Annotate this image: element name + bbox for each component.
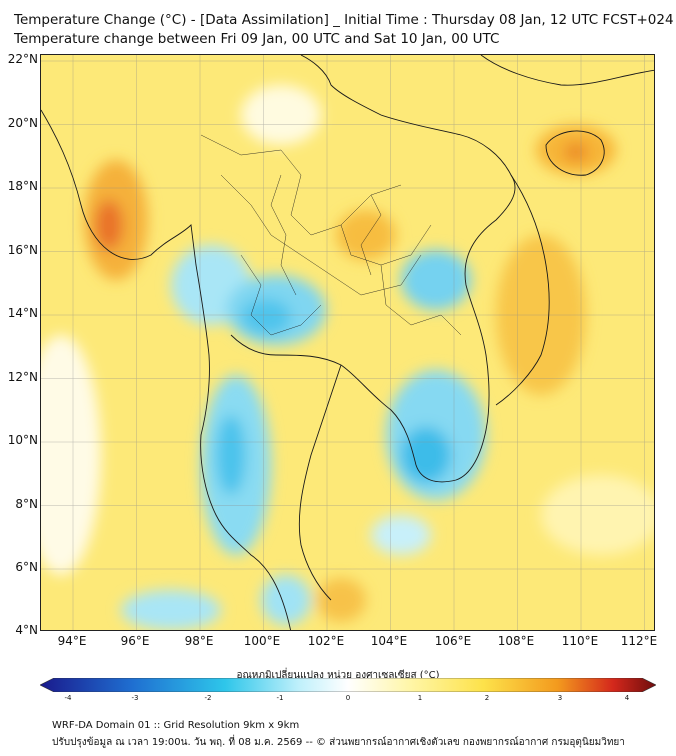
colorbar-tick: -3 <box>131 694 139 702</box>
cool-area-south-west <box>121 590 221 630</box>
cool-area-gulf <box>371 515 431 555</box>
cold-core-peninsula <box>216 415 246 495</box>
colorbar-tick: 1 <box>417 694 423 702</box>
lat-label-16: 16°N <box>7 243 38 257</box>
border-d <box>270 174 297 296</box>
lon-label-100: 100°E <box>243 634 281 648</box>
lat-label-8: 8°N <box>15 497 38 511</box>
lon-label-112: 112°E <box>620 634 658 648</box>
lat-label-14: 14°N <box>7 306 38 320</box>
coastlines <box>41 55 654 630</box>
lat-label-4: 4°N <box>15 623 38 637</box>
hot-core-hainan <box>564 143 588 161</box>
warm-area-gulf-south <box>316 578 366 622</box>
lon-label-110: 110°E <box>561 634 599 648</box>
coastline-gulf <box>298 364 342 601</box>
cold-core-central <box>241 299 291 335</box>
cold-core-cambodia <box>401 427 451 483</box>
footer-update-info: ปรับปรุงข้อมูล ณ เวลา 19:00น. วัน พฤ. ที… <box>52 737 625 748</box>
hot-core-myanmar <box>95 200 123 250</box>
temperature-field <box>41 85 654 630</box>
lat-label-6: 6°N <box>15 560 38 574</box>
coastline-vietnam <box>495 174 550 406</box>
island-hainan <box>545 130 605 176</box>
lon-label-94: 94°E <box>57 634 87 648</box>
map-canvas <box>41 55 654 630</box>
colorbar-fill <box>40 678 656 692</box>
light-area-sea <box>541 475 654 555</box>
cool-area-laos <box>401 250 471 310</box>
lon-label-104: 104°E <box>370 634 408 648</box>
warm-area-isan <box>336 210 396 260</box>
map-title-line2: Temperature change between Fri 09 Jan, 0… <box>14 31 500 47</box>
lon-label-96: 96°E <box>120 634 150 648</box>
map-title-line1: Temperature Change (°C) - [Data Assimila… <box>14 12 674 28</box>
lon-label-98: 98°E <box>184 634 214 648</box>
lat-label-12: 12°N <box>7 370 38 384</box>
graticule <box>41 55 654 630</box>
coastline-china <box>480 55 654 86</box>
light-area-andaman <box>41 335 101 575</box>
lon-label-106: 106°E <box>434 634 472 648</box>
colorbar-tick: 4 <box>624 694 630 702</box>
border-b <box>220 174 422 296</box>
border-g <box>360 194 382 276</box>
cool-area-south <box>261 575 311 625</box>
border-f <box>380 264 462 336</box>
footer-model-info: WRF-DA Domain 01 :: Grid Resolution 9km … <box>52 720 300 731</box>
province-borders <box>200 134 462 336</box>
light-area-north <box>241 85 321 145</box>
lat-label-20: 20°N <box>7 116 38 130</box>
lat-label-10: 10°N <box>7 433 38 447</box>
border-c <box>240 254 322 336</box>
coastline-west <box>41 109 291 630</box>
coastline-east <box>230 55 516 483</box>
colorbar-tick: 2 <box>484 694 490 702</box>
lat-label-22: 22°N <box>7 52 38 66</box>
lon-label-102: 102°E <box>307 634 345 648</box>
lat-label-18: 18°N <box>7 179 38 193</box>
colorbar-tick: 0 <box>345 694 351 702</box>
colorbar-tick: -2 <box>204 694 212 702</box>
colorbar-tick: 3 <box>557 694 563 702</box>
colorbar <box>40 678 656 692</box>
temperature-change-map <box>40 54 655 631</box>
border-a <box>200 134 402 236</box>
colorbar-title: อุณหภูมิเปลี่ยนแปลง หน่วย องศาเซลเซียส (… <box>236 670 440 681</box>
lon-label-108: 108°E <box>497 634 535 648</box>
colorbar-tick: -1 <box>276 694 284 702</box>
colorbar-tick: -4 <box>64 694 72 702</box>
